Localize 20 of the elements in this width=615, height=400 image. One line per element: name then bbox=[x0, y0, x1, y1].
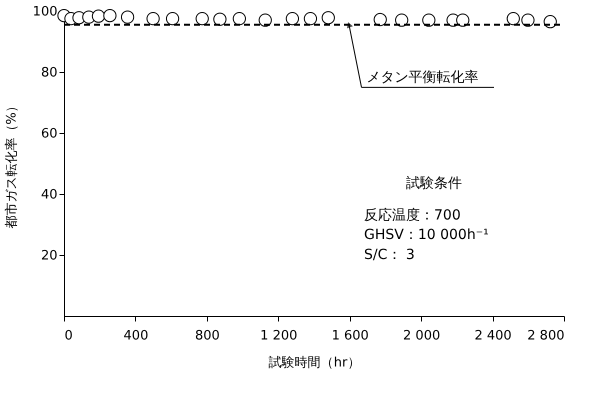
y-tick-label: 40 bbox=[40, 188, 58, 202]
x-tick-label: 1 200 bbox=[260, 328, 298, 344]
x-tick-label: 2 000 bbox=[403, 328, 440, 344]
y-tick-label: 80 bbox=[40, 66, 58, 80]
annotation: GHSV：10 000h⁻¹ bbox=[364, 227, 489, 244]
y-tick-label: 100 bbox=[32, 4, 58, 20]
y-tick-label: 60 bbox=[40, 126, 58, 142]
annotation: 反応温度：700 bbox=[364, 207, 461, 224]
x-tick-label: 2 800 bbox=[527, 328, 564, 344]
annotation: S/C： 3 bbox=[364, 247, 415, 263]
y-tick-label: 20 bbox=[40, 248, 58, 264]
x-tick-label: 1 600 bbox=[332, 328, 369, 344]
x-axis-title: 試験時間（hr） bbox=[268, 356, 360, 370]
y-axis-title: 都市ガス転化率（%） bbox=[4, 99, 20, 229]
x-tick-label: 800 bbox=[194, 328, 220, 344]
x-tick-label: 2 400 bbox=[474, 328, 512, 344]
annotation: 試験条件 bbox=[406, 175, 462, 192]
x-tick-label: 400 bbox=[124, 328, 148, 344]
ref-line-label: メタン平衡転化率 bbox=[366, 69, 478, 86]
x-tick-label: 0 bbox=[64, 328, 73, 344]
